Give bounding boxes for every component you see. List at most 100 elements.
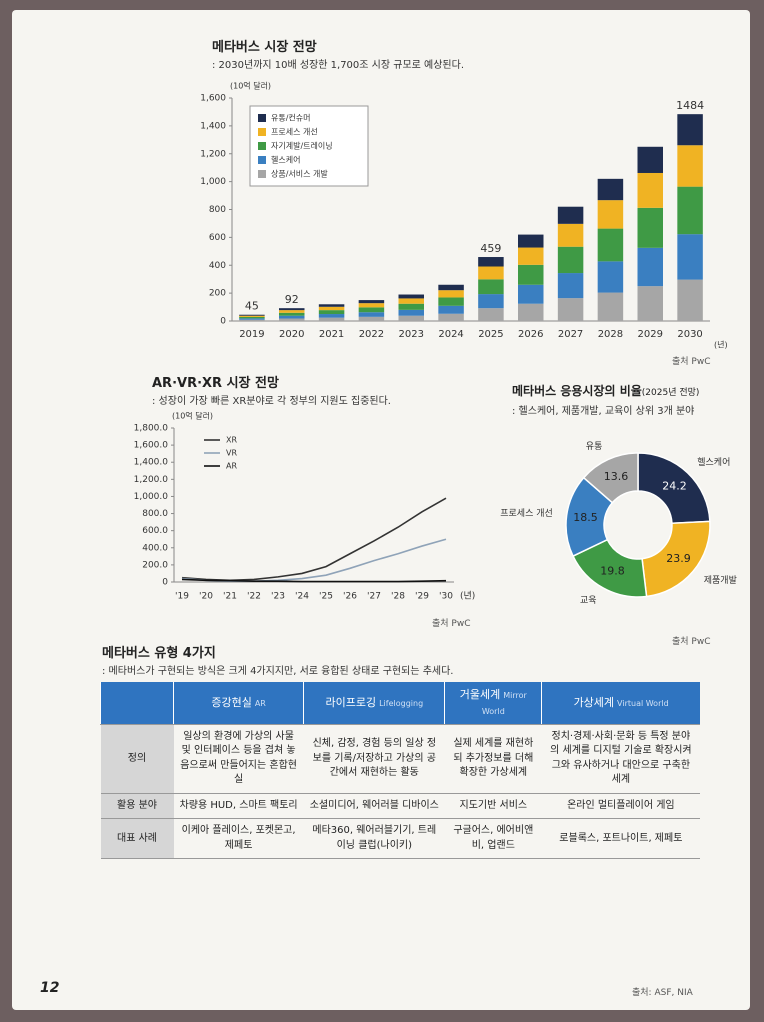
bar-segment	[398, 303, 424, 310]
table-cell: 신체, 감정, 경험 등의 일상 정보를 기록/저장하고 가상의 공간에서 재현…	[303, 724, 445, 794]
bar-segment	[398, 309, 424, 316]
bar-segment	[557, 273, 584, 299]
source: 출처: ASF, NIA	[632, 988, 693, 998]
table-cell: 정치·경제·사회·문화 등 특정 분야의 세계를 디지털 기술로 확장시켜 그와…	[541, 724, 700, 794]
bar-segment	[358, 307, 385, 313]
table-cell: 메타360, 웨어러블기기, 트레이닝 클럽(나이키)	[303, 818, 445, 860]
y-tick-label: 1,800.0	[134, 424, 169, 434]
bar-segment	[438, 313, 464, 321]
bar-segment	[597, 228, 624, 262]
table-cell: 로블록스, 포트나이트, 제페토	[541, 818, 700, 860]
x-tick-label: 2029	[638, 329, 663, 340]
bar-segment	[518, 234, 544, 248]
column-title: 라이프로깅	[325, 695, 377, 709]
table-row: 활용 분야 차량용 HUD, 스마트 팩토리 소셜미디어, 웨어러블 디바이스 지도기…	[100, 793, 700, 820]
bar-segment	[279, 318, 305, 321]
y-tick-label: 200.0	[142, 560, 168, 570]
x-tick-label: '20	[199, 592, 213, 602]
bar-segment	[279, 310, 305, 313]
x-tick-label: 2023	[399, 329, 424, 340]
column-subtitle: AR	[254, 698, 266, 708]
column-header: 가상세계 Virtual World	[541, 682, 700, 725]
bar-segment	[677, 234, 703, 280]
legend-box	[249, 105, 369, 187]
y-tick-label: 200	[209, 289, 226, 299]
column-title: 가상세계	[573, 695, 615, 709]
legend-swatch	[258, 114, 266, 122]
bar-segment	[637, 172, 663, 208]
legend-label: 유통/컨슈머	[271, 113, 311, 123]
total-label: 459	[480, 242, 501, 255]
table-subtitle: : 메타버스가 구현되는 방식은 크게 4가지지만, 서로 융합된 상태로 구현…	[102, 666, 454, 677]
legend-swatch	[258, 156, 266, 164]
bar-segment	[279, 308, 305, 311]
row-header: 정의	[100, 724, 174, 794]
x-tick-label: '24	[295, 592, 309, 602]
book-page: 메타버스 시장 전망 : 2030년까지 10배 성장한 1,700조 시장 규…	[12, 10, 750, 1010]
source: 출처 PwC	[672, 637, 711, 647]
y-tick-label: 1,600.0	[134, 441, 169, 451]
y-tick-label: 600.0	[142, 526, 168, 536]
bar-segment	[358, 312, 385, 317]
y-axis-label: (10억 달러)	[230, 81, 271, 91]
title-text: 메타버스 응용시장의 비율	[512, 384, 642, 398]
bar-segment	[318, 310, 345, 315]
x-tick-label: '19	[175, 592, 189, 602]
bar-segment	[637, 247, 663, 287]
bar-segment	[637, 207, 663, 248]
x-axis-label: (년)	[714, 340, 728, 350]
bar-segment	[438, 297, 464, 306]
bar-segment	[478, 279, 504, 295]
bar-segment	[358, 300, 385, 304]
y-tick-label: 800.0	[142, 509, 168, 519]
bar-segment	[318, 317, 345, 321]
bar-segment	[518, 264, 544, 285]
bar-segment	[318, 314, 345, 318]
chart-subtitle: : 성장이 가장 빠른 XR분야로 각 정부의 지원도 집중된다.	[152, 396, 391, 407]
bar-segment	[279, 315, 305, 319]
bar-segment	[318, 304, 345, 307]
bar-segment	[438, 290, 464, 298]
x-tick-label: '25	[319, 592, 333, 602]
x-tick-label: 2028	[598, 329, 623, 340]
bar-segment	[478, 266, 504, 280]
bar-segment	[438, 305, 464, 314]
x-tick-label: '28	[391, 592, 405, 602]
x-tick-label: 2022	[359, 329, 384, 340]
bar-segment	[557, 206, 584, 224]
header-row: 증강현실 AR 라이프로깅 Lifelogging 거울세계 Mirror World 가상…	[100, 682, 700, 725]
line-series	[181, 497, 447, 582]
y-tick-label: 1,600	[200, 94, 226, 104]
donut-segment	[641, 520, 711, 598]
bar-segment	[518, 284, 544, 304]
table-row: 정의 일상의 환경에 가상의 사물 및 인터페이스 등을 겹쳐 놓음으로써 만들어…	[100, 724, 700, 794]
x-tick-label: 2027	[558, 329, 583, 340]
x-tick-label: '23	[271, 592, 285, 602]
bar-segment	[557, 298, 584, 321]
table-cell: 차량용 HUD, 스마트 팩토리	[173, 793, 304, 820]
bar-segment	[637, 286, 663, 321]
x-tick-label: '30	[439, 592, 453, 602]
y-axis-label: (10억 달러)	[172, 412, 213, 421]
bar-segment	[239, 316, 265, 319]
x-tick-label: 2030	[677, 329, 702, 340]
y-tick-label: 0	[162, 578, 168, 588]
value-label: 13.6	[604, 470, 629, 483]
types-table: 증강현실 AR 라이프로깅 Lifelogging 거울세계 Mirror World 가상…	[100, 682, 700, 860]
bar-segment	[398, 315, 424, 321]
category-label: 헬스케어	[697, 457, 730, 468]
corner-cell	[100, 682, 174, 725]
bar-segment	[677, 145, 703, 187]
column-header: 거울세계 Mirror World	[444, 682, 542, 725]
table-cell: 온라인 멀티플레이어 게임	[541, 793, 700, 820]
bar-segment	[239, 315, 265, 317]
row-header: 활용 분야	[100, 793, 174, 820]
bar-segment	[677, 186, 703, 235]
legend-label: AR	[226, 462, 237, 471]
y-tick-label: 400.0	[142, 543, 168, 553]
x-tick-label: '22	[247, 592, 261, 602]
y-tick-label: 1,400.0	[134, 458, 169, 468]
donut-chart: 24.2 헬스케어 23.9 제품개발 19.8 교육 18.5 프로세스 개선 13.6 유통	[500, 441, 737, 606]
chart-subtitle: : 헬스케어, 제품개발, 교육이 상위 3개 분야	[512, 406, 695, 417]
